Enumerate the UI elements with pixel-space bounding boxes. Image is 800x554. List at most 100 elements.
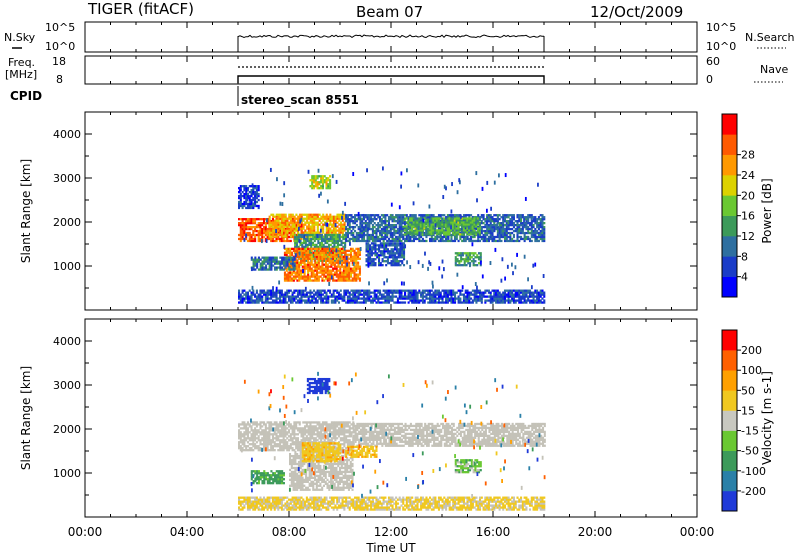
range-cell [418, 299, 421, 302]
range-cell [345, 289, 348, 292]
range-cell [477, 233, 480, 237]
range-cell [448, 217, 451, 220]
range-cell [239, 202, 242, 206]
range-cell [409, 239, 412, 243]
range-cell [436, 289, 439, 292]
range-cell [523, 301, 526, 304]
range-cell [459, 220, 462, 223]
range-cell [290, 217, 293, 220]
range-cell [245, 192, 248, 196]
range-cell [439, 231, 442, 234]
range-cell [287, 279, 290, 282]
range-cell [312, 289, 316, 292]
range-cell [329, 183, 332, 186]
range-cell [366, 216, 369, 219]
colorbar-tick-label: 8 [741, 250, 748, 263]
range-cell [400, 301, 403, 304]
range-cell [404, 301, 407, 304]
range-cell [330, 253, 333, 256]
range-cell [246, 225, 250, 229]
range-cell [429, 289, 432, 292]
range-cell [374, 258, 377, 261]
range-cell [344, 259, 347, 262]
range-cell [248, 194, 251, 198]
range-cell [536, 291, 539, 294]
range-cell [245, 188, 248, 193]
range-cell [324, 222, 327, 227]
range-cell [352, 216, 355, 219]
range-cell [361, 233, 364, 237]
range-cell [505, 220, 508, 223]
range-cell [434, 301, 437, 304]
range-cell [325, 219, 328, 222]
range-cell [457, 231, 460, 234]
range-cell [238, 431, 241, 434]
range-cell [307, 217, 310, 220]
range-cell [379, 223, 382, 227]
range-cell [328, 237, 331, 241]
range-cell [262, 235, 266, 239]
range-cell [291, 223, 294, 226]
range-cell [252, 233, 255, 237]
range-cell [269, 167, 272, 172]
range-cell [275, 237, 278, 241]
range-cell [409, 237, 412, 241]
range-cell [308, 247, 311, 251]
range-cell [414, 235, 417, 239]
range-cell [350, 233, 353, 237]
range-cell [396, 297, 399, 300]
range-cell [368, 214, 371, 217]
range-cell [362, 299, 366, 302]
range-cell [354, 301, 357, 304]
range-cell [505, 289, 508, 292]
range-cell [341, 297, 344, 300]
range-cell [536, 235, 539, 239]
range-cell [423, 295, 426, 298]
range-cell [481, 274, 484, 279]
range-cell [329, 235, 332, 239]
range-cell [476, 264, 479, 267]
range-cell [326, 275, 329, 278]
range-cell [335, 271, 338, 274]
range-cell [534, 218, 537, 221]
range-cell [250, 237, 253, 241]
range-cell [366, 289, 369, 292]
range-cell [511, 291, 514, 294]
range-cell [268, 221, 271, 224]
range-cell [324, 263, 328, 266]
range-cell [496, 233, 499, 237]
range-cell [407, 301, 410, 304]
range-cell [298, 247, 301, 251]
range-cell [355, 277, 358, 280]
range-cell [402, 227, 405, 231]
range-cell [336, 237, 340, 241]
range-cell [474, 282, 477, 287]
range-cell [407, 231, 410, 234]
range-cell [279, 221, 282, 224]
range-cell [277, 237, 280, 241]
range-cell [332, 273, 335, 276]
range-cell [459, 233, 462, 236]
range-cell [392, 248, 395, 251]
range-cell [290, 233, 293, 236]
range-cell [452, 291, 455, 294]
range-cell [317, 265, 320, 268]
range-cell [290, 256, 293, 259]
range-cell [541, 239, 544, 243]
range-cell [262, 229, 266, 233]
range-cell [346, 214, 349, 217]
range-cell [243, 293, 246, 296]
range-cell [518, 220, 521, 223]
range-cell [281, 227, 284, 230]
range-cell [404, 227, 407, 231]
range-cell [328, 275, 331, 278]
range-cell [309, 217, 312, 220]
range-cell [342, 255, 345, 258]
range-cell [437, 219, 440, 222]
range-cell [405, 214, 408, 217]
range-cell [345, 218, 348, 221]
range-cell [299, 247, 303, 251]
range-cell [279, 262, 282, 265]
range-cell [289, 299, 292, 302]
range-cell [393, 233, 396, 237]
